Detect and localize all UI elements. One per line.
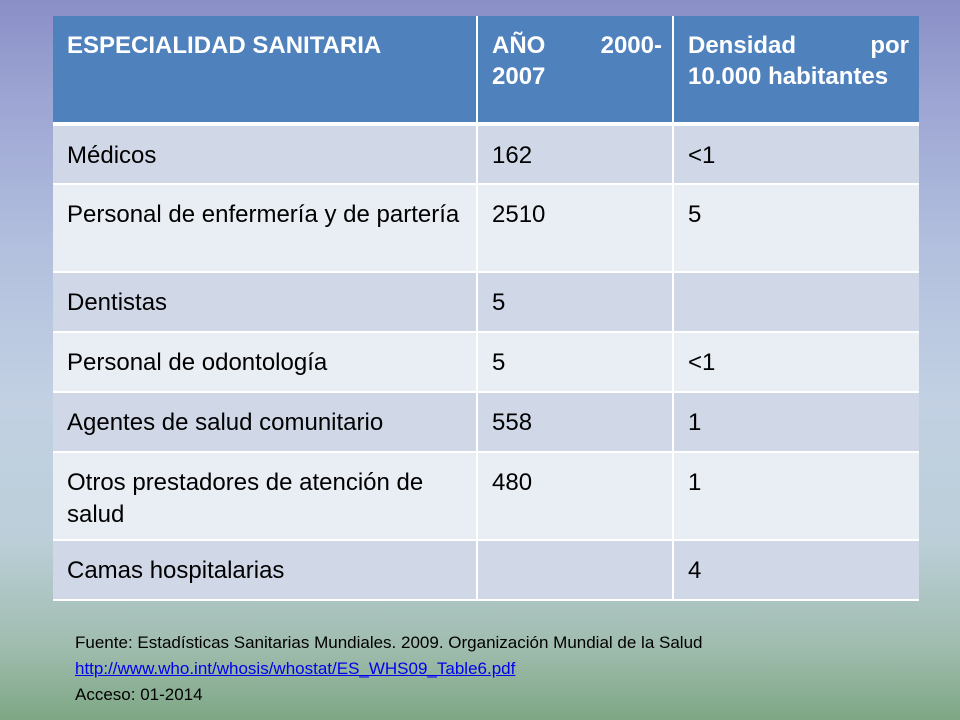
table-cell: 4 — [673, 540, 919, 601]
source-link[interactable]: http://www.who.int/whosis/whostat/ES_WHS… — [75, 659, 516, 678]
table-cell: Personal de odontología — [53, 332, 478, 393]
table-cell — [477, 540, 674, 601]
table-cell: 1 — [673, 452, 919, 541]
table-cell: <1 — [673, 332, 919, 393]
table-cell: Otros prestadores de atención de salud — [53, 452, 478, 541]
table-cell: 5 — [477, 332, 674, 393]
header-especialidad: ESPECIALIDAD SANITARIA — [53, 16, 478, 126]
table-cell: 2510 — [477, 184, 674, 273]
table-cell: Personal de enfermería y de partería — [53, 184, 478, 273]
table-row: Agentes de salud comunitario 558 1 — [53, 392, 919, 453]
table-cell: 1 — [673, 392, 919, 453]
source-link-line: http://www.who.int/whosis/whostat/ES_WHS… — [75, 656, 702, 682]
health-personnel-table: ESPECIALIDAD SANITARIA AÑO 2000-2007 Den… — [53, 16, 919, 601]
table-cell: 5 — [477, 272, 674, 333]
source-label: Fuente — [75, 633, 128, 652]
table-row: Personal de enfermería y de partería 251… — [53, 184, 919, 273]
table-header-row: ESPECIALIDAD SANITARIA AÑO 2000-2007 Den… — [53, 16, 919, 126]
source-text: : Estadísticas Sanitarias Mundiales. 200… — [127, 633, 703, 652]
table-cell: 5 — [673, 184, 919, 273]
table-row: Médicos 162 <1 — [53, 124, 919, 185]
source-citation: Fuente: Estadísticas Sanitarias Mundiale… — [75, 630, 702, 708]
table-row: Camas hospitalarias 4 — [53, 540, 919, 601]
table-cell: Camas hospitalarias — [53, 540, 478, 601]
table-cell: <1 — [673, 124, 919, 185]
source-line: Fuente: Estadísticas Sanitarias Mundiale… — [75, 630, 702, 656]
table-cell — [673, 272, 919, 333]
header-densidad: Densidad por 10.000 habitantes — [673, 16, 919, 126]
header-anio: AÑO 2000-2007 — [477, 16, 674, 126]
table-cell: 558 — [477, 392, 674, 453]
table-row: Dentistas 5 — [53, 272, 919, 333]
source-access: Acceso: 01-2014 — [75, 685, 203, 704]
table-cell: Agentes de salud comunitario — [53, 392, 478, 453]
table-cell: Médicos — [53, 124, 478, 185]
table-cell: 480 — [477, 452, 674, 541]
table-cell: 162 — [477, 124, 674, 185]
table-row: Personal de odontología 5 <1 — [53, 332, 919, 393]
table-cell: Dentistas — [53, 272, 478, 333]
table-row: Otros prestadores de atención de salud 4… — [53, 452, 919, 541]
